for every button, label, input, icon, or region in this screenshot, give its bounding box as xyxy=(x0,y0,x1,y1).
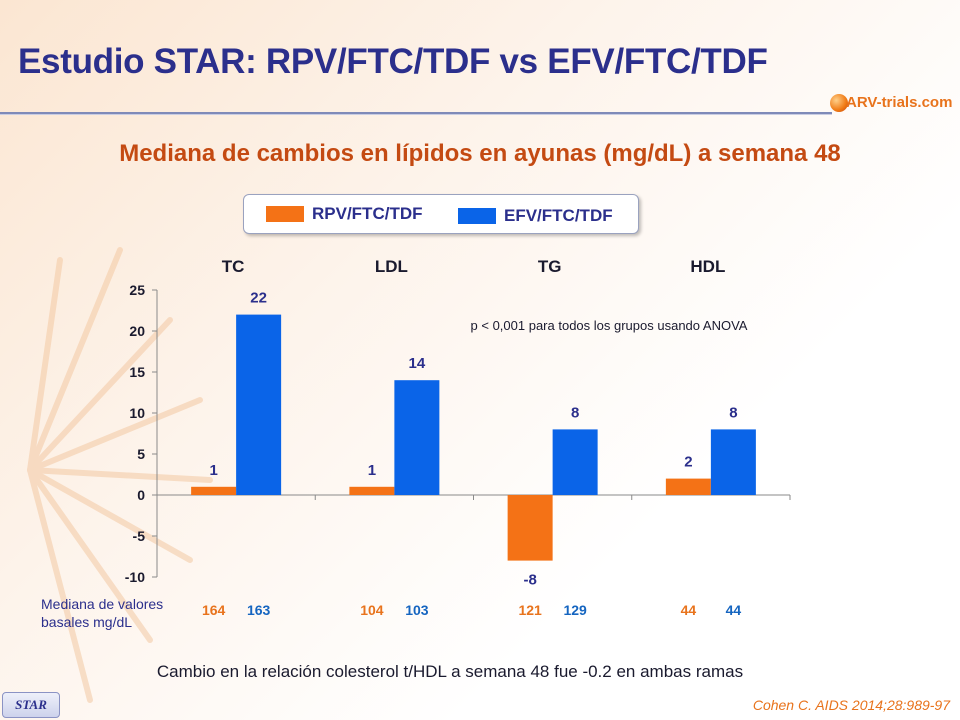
baseline-value-tg-rpv: 121 xyxy=(518,602,542,618)
bar-tc-rpv xyxy=(191,486,237,495)
y-tick-label-3: 10 xyxy=(129,405,145,421)
arv-trials-logo[interactable]: ARV-trials.com xyxy=(830,92,956,118)
y-tick-label-6: -5 xyxy=(133,528,146,544)
data-label-ldl-rpv: 1 xyxy=(368,462,376,479)
bar-hdl-rpv xyxy=(665,478,711,495)
star-badge[interactable]: STAR xyxy=(2,692,60,718)
data-label-tc-rpv: 1 xyxy=(209,462,217,479)
category-label-hdl: HDL xyxy=(690,257,725,276)
bar-ldl-rpv xyxy=(349,486,395,495)
footnote: Cambio en la relación colesterol t/HDL a… xyxy=(156,662,744,681)
citation: Cohen C. AIDS 2014;28:989-97 xyxy=(752,697,950,713)
data-label-hdl-rpv: 2 xyxy=(684,454,692,471)
bar-tc-efv xyxy=(236,314,282,495)
baseline-value-hdl-efv: 44 xyxy=(726,602,742,618)
baseline-value-ldl-rpv: 104 xyxy=(360,602,384,618)
title-divider xyxy=(0,112,832,115)
baseline-value-tc-rpv: 164 xyxy=(202,602,226,618)
legend-swatch-rpv xyxy=(266,206,304,222)
baseline-value-tg-efv: 129 xyxy=(563,602,587,618)
legend-label-efv: EFV/FTC/TDF xyxy=(504,206,613,225)
category-label-tc: TC xyxy=(222,257,245,276)
data-label-tg-rpv: -8 xyxy=(523,572,536,589)
baseline-value-tc-efv: 163 xyxy=(247,602,271,618)
legend-label-rpv: RPV/FTC/TDF xyxy=(312,204,423,223)
data-label-ldl-efv: 14 xyxy=(409,355,426,372)
bar-ldl-efv xyxy=(394,380,440,495)
chart-title: Mediana de cambios en lípidos en ayunas … xyxy=(119,140,841,167)
legend-swatch-efv xyxy=(458,208,496,224)
category-label-tg: TG xyxy=(538,257,562,276)
baseline-value-hdl-rpv: 44 xyxy=(681,602,697,618)
y-tick-label-1: 20 xyxy=(129,323,145,339)
y-tick-label-4: 5 xyxy=(137,446,145,462)
data-label-tg-efv: 8 xyxy=(571,404,579,421)
category-label-ldl: LDL xyxy=(375,257,408,276)
baseline-value-ldl-efv: 103 xyxy=(405,602,429,618)
y-tick-label-7: -10 xyxy=(125,569,145,585)
legend-item-efv: EFV/FTC/TDF xyxy=(458,205,613,227)
anova-annotation: p < 0,001 para todos los grupos usando A… xyxy=(471,318,748,333)
bar-hdl-efv xyxy=(710,429,756,495)
data-label-tc-efv: 22 xyxy=(250,290,267,307)
slide-title: Estudio STAR: RPV/FTC/TDF vs EFV/FTC/TDF xyxy=(18,42,768,81)
y-tick-label-2: 15 xyxy=(129,364,145,380)
legend: RPV/FTC/TDF EFV/FTC/TDF xyxy=(243,194,639,234)
y-tick-label-0: 25 xyxy=(129,282,145,298)
data-label-hdl-efv: 8 xyxy=(729,404,737,421)
legend-item-rpv: RPV/FTC/TDF xyxy=(266,203,423,225)
arv-trials-logo-icon xyxy=(830,94,848,112)
bar-tg-efv xyxy=(552,429,598,495)
logo-text: ARV-trials.com xyxy=(846,94,953,111)
baseline-label: Mediana de valores basales mg/dL xyxy=(41,596,164,630)
bar-tg-rpv xyxy=(507,495,553,561)
y-tick-label-5: 0 xyxy=(137,487,145,503)
